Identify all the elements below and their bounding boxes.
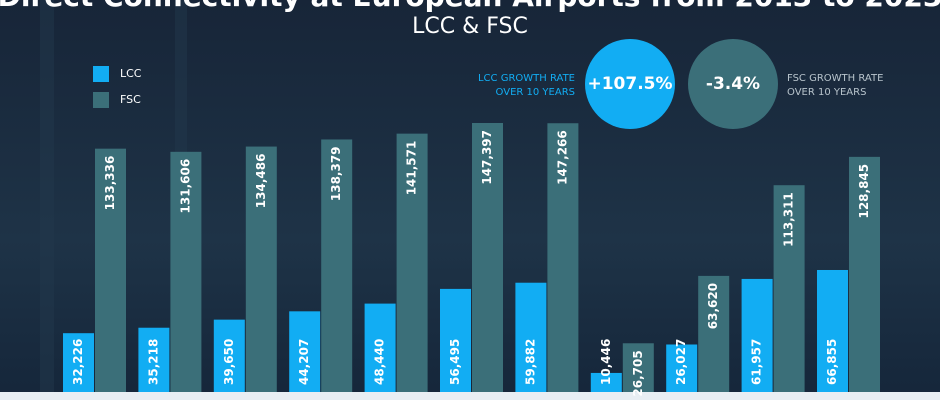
window-frame xyxy=(40,0,54,400)
value-label: 134,486 xyxy=(254,154,268,209)
value-label: 26,027 xyxy=(674,339,688,385)
bar xyxy=(63,333,94,392)
value-label: 56,495 xyxy=(448,339,462,385)
bar xyxy=(666,344,698,392)
bar xyxy=(213,319,245,392)
legend-swatch xyxy=(93,92,109,108)
bar xyxy=(245,146,277,392)
value-label: 113,311 xyxy=(782,192,796,247)
value-label: 59,882 xyxy=(523,339,537,385)
value-label: 48,440 xyxy=(373,339,387,385)
bar xyxy=(849,156,880,392)
value-label: 61,957 xyxy=(750,339,764,385)
baseline xyxy=(0,392,940,400)
bar xyxy=(622,343,654,392)
value-label: 128,845 xyxy=(857,164,871,219)
growth-circle xyxy=(585,39,675,129)
growth-caption: FSC GROWTH RATE xyxy=(787,73,883,84)
legend-swatch xyxy=(93,66,109,82)
bar xyxy=(138,327,170,392)
bar xyxy=(396,133,428,393)
value-label: 141,571 xyxy=(405,141,419,196)
growth-caption: OVER 10 YEARS xyxy=(496,87,575,98)
bar xyxy=(170,151,202,392)
value-label: 147,266 xyxy=(555,130,569,185)
bar xyxy=(590,372,622,392)
growth-value: +107.5% xyxy=(587,74,672,94)
growth-caption: LCC GROWTH RATE xyxy=(478,73,575,84)
value-label: 10,446 xyxy=(599,339,613,385)
value-label: 138,379 xyxy=(329,146,343,201)
legend-label: FSC xyxy=(120,93,141,106)
chart-title: Direct Connectivity at European Airports… xyxy=(0,0,940,13)
bar xyxy=(472,123,503,392)
value-label: 32,226 xyxy=(71,339,85,385)
value-label: 133,336 xyxy=(103,156,117,211)
bar xyxy=(817,269,848,392)
bar xyxy=(364,303,396,392)
value-label: 66,855 xyxy=(825,339,839,385)
value-label: 39,650 xyxy=(222,339,236,385)
value-label: 147,397 xyxy=(480,130,494,185)
legend-label: LCC xyxy=(120,67,142,80)
bar xyxy=(773,185,805,392)
chart-subtitle: LCC & FSC xyxy=(412,14,528,39)
bar xyxy=(321,139,353,392)
bar xyxy=(95,148,126,392)
growth-circle xyxy=(688,39,778,129)
bar xyxy=(515,282,547,392)
bar xyxy=(741,278,773,392)
bar xyxy=(440,288,471,392)
value-label: 35,218 xyxy=(146,339,160,385)
value-label: 26,705 xyxy=(631,350,645,396)
bar xyxy=(698,275,730,392)
value-label: 63,620 xyxy=(706,283,720,329)
growth-value: -3.4% xyxy=(706,74,760,94)
value-label: 44,207 xyxy=(297,339,311,385)
bar xyxy=(289,311,321,392)
growth-caption: OVER 10 YEARS xyxy=(787,87,866,98)
bar xyxy=(547,123,579,392)
value-label: 131,606 xyxy=(178,159,192,214)
